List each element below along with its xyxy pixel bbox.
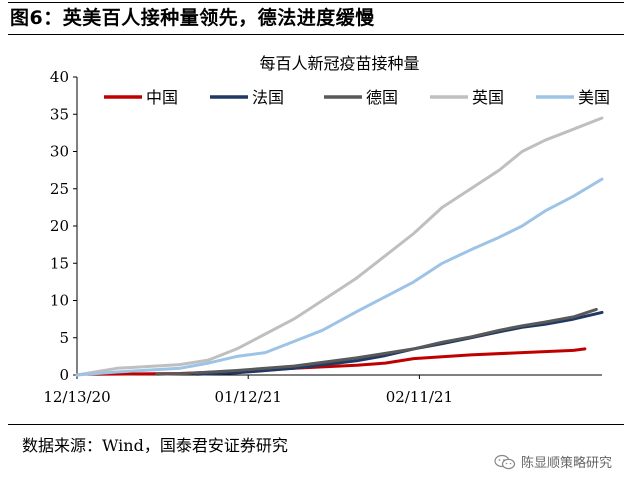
- legend-label-德国: 德国: [366, 88, 398, 107]
- y-tick-label: 20: [50, 217, 69, 235]
- legend-label-英国: 英国: [472, 88, 504, 107]
- y-tick-label: 25: [50, 180, 69, 198]
- y-tick-label: 35: [50, 105, 69, 123]
- title-rule: [8, 34, 624, 35]
- legend-label-美国: 美国: [578, 88, 610, 107]
- chart-area: 每百人新冠疫苗接种量 0 5 10 15 20 25 30 35 40 12/13/20 01/12/…: [0, 38, 632, 422]
- series-line-英国: [75, 116, 604, 377]
- chart-title: 每百人新冠疫苗接种量: [259, 54, 419, 73]
- y-tick-label: 10: [50, 292, 69, 310]
- legend-label-中国: 中国: [146, 88, 178, 107]
- series-line-美国: [75, 177, 604, 377]
- plot-area: [77, 77, 602, 375]
- y-tick-label: 5: [59, 329, 69, 347]
- watermark: 陈显顺策略研究: [494, 452, 612, 471]
- y-tick-label: 40: [50, 68, 69, 86]
- y-tick-label: 30: [50, 143, 69, 161]
- watermark-text: 陈显顺策略研究: [520, 456, 612, 471]
- source-note: 数据来源：Wind，国泰君安证券研究: [22, 436, 288, 455]
- y-tick-label: 0: [59, 366, 69, 384]
- x-tick-label: 12/13/20: [43, 388, 110, 406]
- wechat-icon: [494, 454, 516, 469]
- chart-svg: 每百人新冠疫苗接种量 0 5 10 15 20 25 30 35 40 12/13/20 01/12/…: [43, 54, 610, 406]
- x-tick-label: 02/11/21: [386, 388, 453, 406]
- figure-title: 图6：英美百人接种量领先，德法进度缓慢: [10, 7, 375, 29]
- y-tick-label: 15: [50, 254, 69, 272]
- series-line-德国: [155, 307, 598, 376]
- top-rule: [8, 2, 624, 3]
- legend-label-法国: 法国: [252, 88, 284, 107]
- bottom-rule: [8, 424, 624, 425]
- x-tick-label: 01/12/21: [215, 388, 282, 406]
